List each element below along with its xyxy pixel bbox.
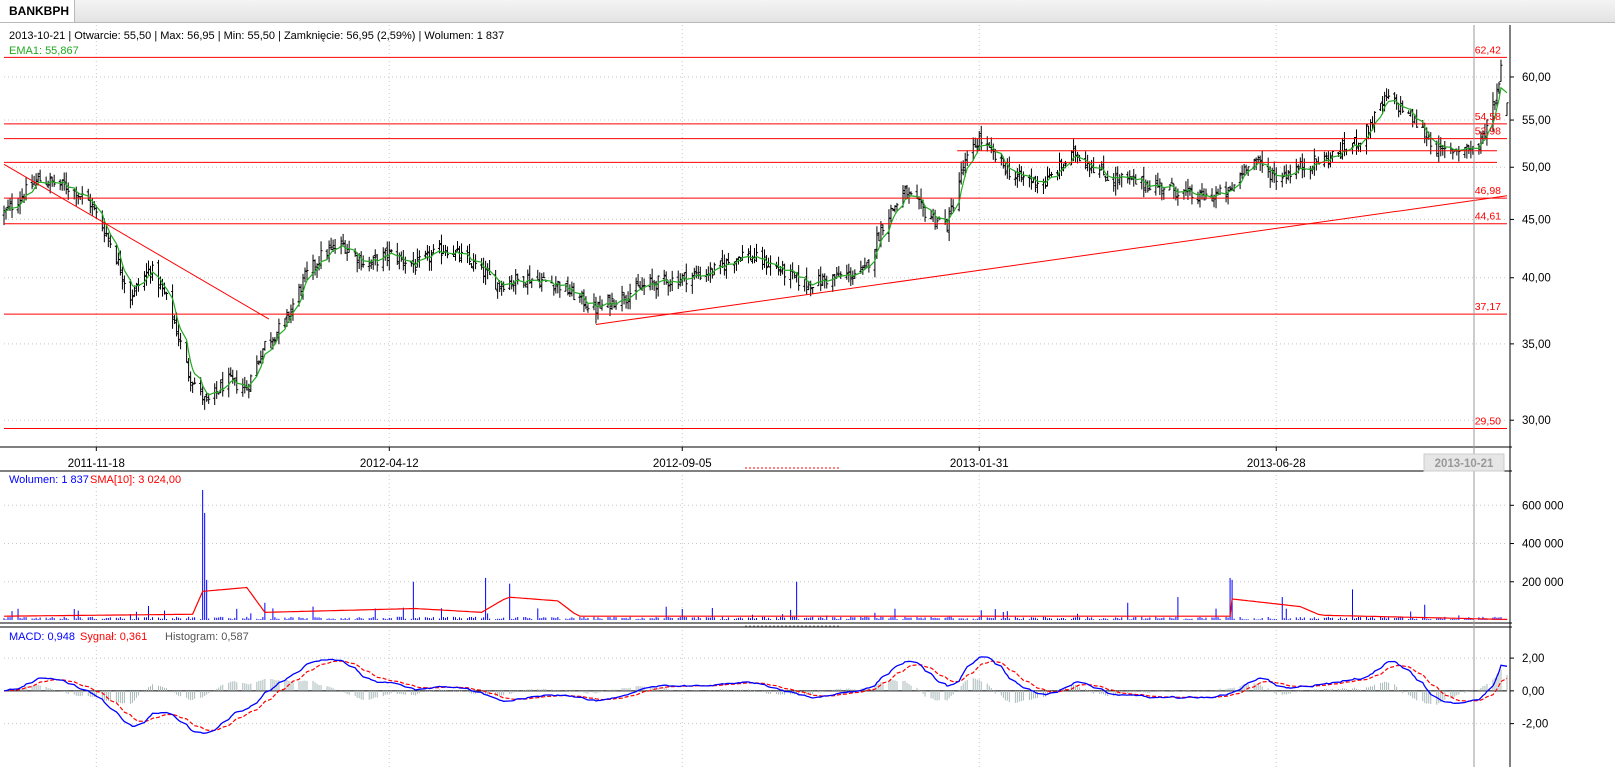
macd-y-tick-label: -2,00 <box>1522 719 1548 731</box>
ema-line <box>3 86 1508 396</box>
tab-bar: BANKBPH <box>0 0 1615 23</box>
signal-label: Sygnał: 0,361 <box>80 631 148 643</box>
level-label: 54,58 <box>1475 111 1501 123</box>
y-tick-label: 35,00 <box>1522 339 1551 351</box>
ohlc-info-line: 2013-10-21 | Otwarcie: 55,50 | Max: 56,9… <box>9 30 505 42</box>
level-label: 52,98 <box>1475 126 1501 138</box>
cursor-date-box <box>1423 453 1505 472</box>
x-tick-label: 2012-04-12 <box>360 458 419 470</box>
volume-y-tick-label: 200 000 <box>1522 577 1564 589</box>
tab-bankbph[interactable]: BANKBPH <box>0 0 75 22</box>
volume-y-tick-label: 600 000 <box>1522 500 1564 512</box>
sma-label: SMA[10]: 3 024,00 <box>90 474 182 486</box>
volume-label: Wolumen: 1 837 <box>9 474 89 486</box>
x-tick-label: 2012-09-05 <box>653 458 712 470</box>
volume-y-tick-label: 400 000 <box>1522 539 1564 551</box>
y-tick-label: 45,00 <box>1522 214 1551 226</box>
level-label: 29,50 <box>1475 416 1501 428</box>
x-tick-label: 2011-11-18 <box>68 458 125 470</box>
ema-label: EMA1: 55,867 <box>9 45 79 57</box>
x-tick-label: 2013-06-28 <box>1247 458 1306 470</box>
macd-histogram <box>5 669 1508 705</box>
macd-label: MACD: 0,948 <box>9 631 76 643</box>
level-label: 44,61 <box>1475 211 1501 223</box>
histogram-label: Histogram: 0,587 <box>165 631 249 643</box>
trend-line <box>595 195 1508 325</box>
macd-line <box>3 656 1508 734</box>
level-label: 46,98 <box>1475 185 1501 197</box>
sma-line <box>4 586 1508 620</box>
signal-line <box>3 660 1508 732</box>
grid <box>4 25 1507 767</box>
stock-chart[interactable]: 62,42 54,58 52,98 46,98 44,61 37,17 29,50 30,00… <box>0 23 1615 767</box>
y-tick-label: 50,00 <box>1522 162 1551 174</box>
level-label: 62,42 <box>1475 44 1501 56</box>
y-tick-label: 60,00 <box>1522 72 1551 84</box>
support-resistance-levels: 62,42 54,58 52,98 46,98 44,61 37,17 29,50 <box>3 44 1508 430</box>
level-label: 37,17 <box>1475 301 1501 313</box>
volume-bars <box>3 490 1508 620</box>
macd-y-tick-label: 0,00 <box>1522 686 1544 698</box>
cursor-date-label: 2013-10-21 <box>1435 458 1494 470</box>
trend-line <box>3 163 270 320</box>
macd-y-tick-label: 2,00 <box>1522 653 1544 665</box>
x-tick-label: 2013-01-31 <box>950 458 1009 470</box>
y-tick-label: 30,00 <box>1522 415 1551 427</box>
y-tick-label: 40,00 <box>1522 273 1551 285</box>
price-bars <box>2 59 1509 410</box>
y-tick-label: 55,00 <box>1522 115 1551 127</box>
